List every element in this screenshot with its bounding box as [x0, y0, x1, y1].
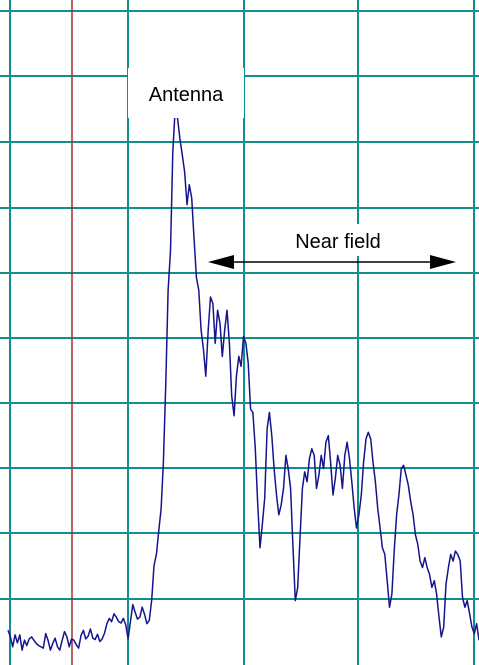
- near-field-arrow: [208, 255, 456, 269]
- arrowhead-right: [430, 255, 456, 269]
- arrowhead-left: [208, 255, 234, 269]
- antenna-label-background: [128, 68, 244, 118]
- near-field-label-background: [272, 224, 402, 256]
- near-field-label: Near field: [295, 231, 381, 253]
- antenna-label: Antenna: [149, 84, 224, 106]
- signal-trace: [7, 108, 479, 651]
